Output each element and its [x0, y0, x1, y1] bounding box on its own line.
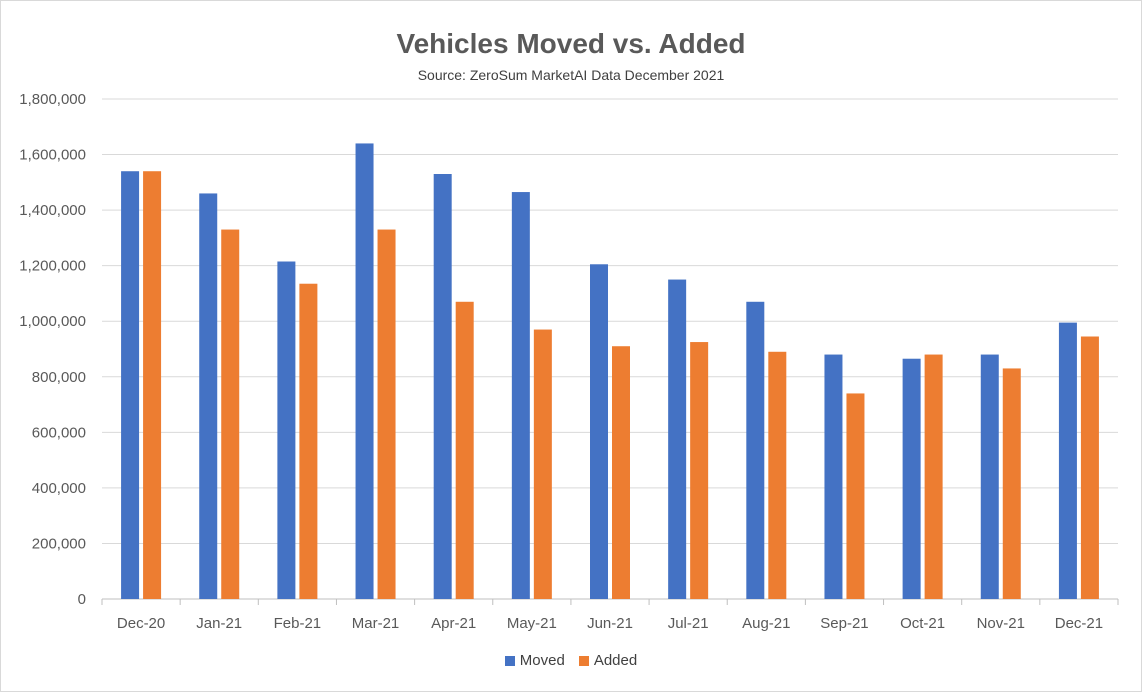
bar-moved-jul-21 [668, 279, 687, 599]
y-tick-label: 1,000,000 [19, 313, 86, 330]
x-tick-label: Mar-21 [352, 615, 400, 632]
bar-moved-dec-21 [1058, 322, 1077, 599]
bar-added-apr-21 [455, 301, 474, 599]
bar-moved-may-21 [511, 192, 530, 600]
y-tick-label: 800,000 [32, 369, 86, 386]
legend-label-moved: Moved [519, 652, 565, 669]
bar-moved-dec-20 [121, 171, 140, 599]
x-tick-label: Oct-21 [900, 615, 945, 632]
legend-item-added: Added [578, 652, 638, 669]
y-tick-label: 1,600,000 [19, 147, 86, 164]
chart-subtitle: Source: ZeroSum MarketAI Data December 2… [417, 67, 725, 83]
legend-swatch-added [578, 655, 589, 666]
bar-added-jun-21 [612, 346, 630, 599]
x-tick-label: May-21 [507, 615, 557, 632]
bar-moved-sep-21 [824, 354, 843, 599]
x-tick-label: Aug-21 [742, 615, 790, 632]
bar-moved-mar-21 [355, 143, 374, 599]
bar-added-jul-21 [690, 342, 709, 599]
bar-added-nov-21 [1002, 368, 1021, 599]
bar-added-dec-20 [143, 171, 162, 599]
y-tick-label: 1,200,000 [19, 258, 86, 275]
bar-added-may-21 [533, 329, 552, 599]
x-tick-label: Sep-21 [820, 615, 868, 632]
bar-added-oct-21 [924, 354, 943, 599]
y-tick-label: 600,000 [32, 424, 86, 441]
bar-added-aug-21 [768, 351, 787, 599]
chart-title: Vehicles Moved vs. Added [396, 28, 746, 59]
bar-added-feb-21 [299, 283, 318, 599]
y-tick-label: 400,000 [32, 480, 86, 497]
x-tick-label: Dec-21 [1055, 615, 1103, 632]
bar-moved-aug-21 [746, 301, 765, 599]
x-tick-label: Jan-21 [196, 615, 242, 632]
x-tick-label: Jun-21 [587, 615, 633, 632]
bar-moved-apr-21 [433, 174, 452, 599]
y-tick-label: 1,400,000 [19, 202, 86, 219]
bar-moved-jun-21 [590, 264, 608, 599]
bar-added-mar-21 [377, 229, 396, 600]
bar-added-jan-21 [221, 229, 240, 600]
bar-added-dec-21 [1080, 336, 1099, 599]
y-tick-label: 1,800,000 [19, 91, 86, 108]
bar-moved-feb-21 [277, 261, 296, 599]
bar-added-sep-21 [846, 393, 865, 599]
x-tick-label: Jul-21 [668, 615, 709, 632]
legend-item-moved: Moved [504, 652, 565, 669]
legend-label-added: Added [593, 652, 638, 669]
bar-moved-jan-21 [199, 193, 218, 599]
y-tick-label: 200,000 [32, 535, 86, 552]
y-tick-label: 0 [78, 591, 86, 608]
x-tick-label: Dec-20 [117, 615, 165, 632]
bar-moved-oct-21 [902, 358, 921, 599]
bar-moved-nov-21 [980, 354, 999, 599]
legend: Moved Added [0, 652, 1142, 669]
x-tick-label: Nov-21 [977, 615, 1025, 632]
x-tick-label: Apr-21 [431, 615, 476, 632]
legend-swatch-moved [504, 655, 515, 666]
x-tick-label: Feb-21 [274, 615, 322, 632]
